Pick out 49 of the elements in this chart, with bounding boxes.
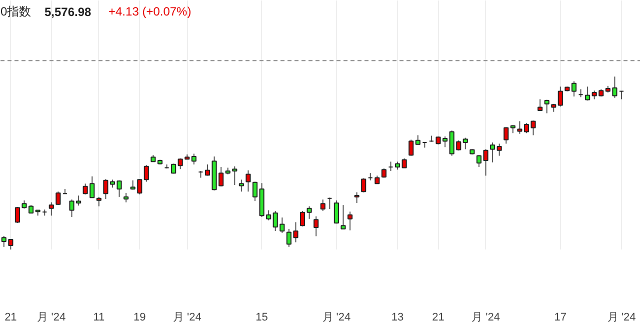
candlestick xyxy=(558,86,563,107)
x-tick-label: 13 xyxy=(391,312,404,324)
candlestick xyxy=(408,139,414,156)
candlestick xyxy=(246,170,251,192)
candlestick xyxy=(402,158,407,168)
x-tick-label: 月 '24 xyxy=(172,312,202,324)
x-tick-label: 月 '24 xyxy=(472,312,500,324)
x-tick-label: 11 xyxy=(93,312,105,324)
x-tick-label: 21 xyxy=(432,312,444,324)
candlestick xyxy=(334,200,339,224)
x-tick-label: 21 xyxy=(4,312,17,324)
x-tick-label: 15 xyxy=(256,312,268,324)
candlestick xyxy=(191,153,196,165)
candlestick xyxy=(571,80,577,97)
x-tick-label: 19 xyxy=(134,312,146,324)
candlestick xyxy=(361,178,366,193)
candlestick xyxy=(490,142,496,163)
candlestick xyxy=(300,210,306,227)
candlestick xyxy=(232,166,238,186)
candlestick xyxy=(544,99,550,114)
candlestick xyxy=(462,137,468,150)
chart-title: 0指数 xyxy=(0,4,32,19)
text: 5,576.98 xyxy=(44,5,92,20)
candlestick xyxy=(238,179,244,192)
candlestick xyxy=(320,199,326,212)
candlestick xyxy=(340,204,346,230)
candlestick xyxy=(14,206,20,224)
candlestick xyxy=(103,178,108,200)
candlestick xyxy=(124,192,129,203)
candlestick xyxy=(347,211,353,231)
candlestick xyxy=(144,164,149,182)
candlestick xyxy=(56,191,61,206)
candlestick xyxy=(496,143,502,156)
candlestick xyxy=(354,192,360,204)
text: +4.13 (+0.07%) xyxy=(108,4,192,19)
candlestick xyxy=(314,216,319,237)
candlestick xyxy=(48,202,54,216)
candlestick xyxy=(517,120,522,134)
x-tick-label: 月 '24 xyxy=(37,312,66,324)
x-tick-label: 月 '24 xyxy=(607,312,636,324)
x-tick-label: 17 xyxy=(554,312,567,324)
candlestick xyxy=(585,86,590,101)
candlestick xyxy=(415,134,420,145)
candlestick xyxy=(96,196,102,207)
x-tick-label: 月 '24 xyxy=(322,312,351,324)
candlestick xyxy=(538,98,543,111)
candlestick xyxy=(306,206,312,220)
candlestick xyxy=(252,181,258,202)
candlestick xyxy=(504,126,509,144)
